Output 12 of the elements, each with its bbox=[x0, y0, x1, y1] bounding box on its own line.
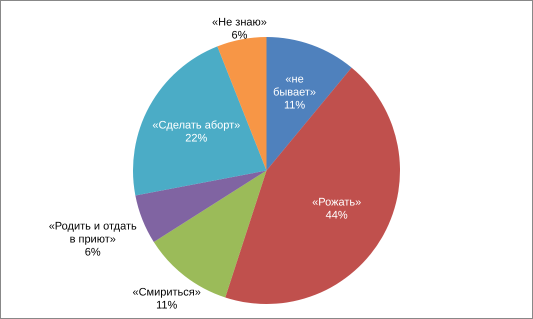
slice-label: «Родить и отдать в приют» bbox=[48, 220, 138, 246]
slice-label: «Сделать аборт» bbox=[152, 119, 240, 132]
data-label: 6% bbox=[84, 246, 101, 258]
data-label: 6% bbox=[232, 29, 248, 42]
data-label: 44% bbox=[326, 210, 348, 222]
data-label: 11% bbox=[156, 300, 178, 312]
slice-label: «Смириться» bbox=[132, 286, 201, 299]
data-label: 11% bbox=[284, 100, 306, 112]
slice-label: «не бывает» bbox=[273, 74, 316, 99]
slice-label: «Не знаю» bbox=[212, 16, 267, 28]
slice-label: «Рожать» bbox=[312, 196, 362, 209]
data-label: 22% bbox=[185, 132, 208, 144]
